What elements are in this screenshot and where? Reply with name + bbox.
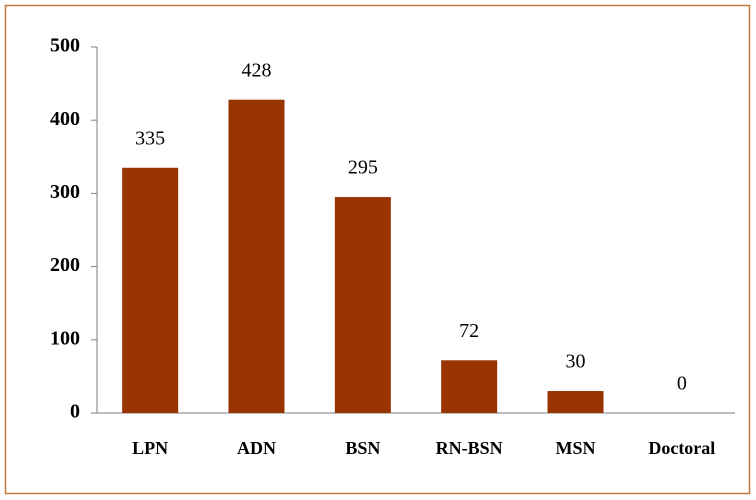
- y-tick-label: 500: [50, 35, 80, 57]
- data-label: 0: [677, 373, 687, 395]
- x-tick-label: ADN: [237, 438, 276, 458]
- y-tick-label: 400: [50, 108, 80, 130]
- bar: [122, 167, 179, 413]
- x-tick-label: RN-BSN: [436, 438, 503, 458]
- bar: [547, 391, 604, 413]
- y-tick-label: 100: [50, 327, 80, 349]
- data-label: 428: [242, 59, 272, 81]
- y-tick-label: 300: [50, 181, 80, 203]
- x-tick-label: MSN: [556, 438, 596, 458]
- y-tick-label: 0: [70, 401, 80, 423]
- x-tick-label: Doctoral: [648, 438, 715, 458]
- x-tick-label: LPN: [132, 438, 168, 458]
- x-tick-label: BSN: [345, 438, 380, 458]
- data-label: 30: [566, 351, 586, 373]
- data-label: 335: [135, 127, 165, 149]
- bar: [334, 197, 391, 413]
- y-tick-label: 200: [50, 254, 80, 276]
- data-label: 72: [459, 320, 479, 342]
- data-label: 295: [348, 157, 378, 179]
- bar: [228, 99, 285, 413]
- bar: [441, 360, 498, 413]
